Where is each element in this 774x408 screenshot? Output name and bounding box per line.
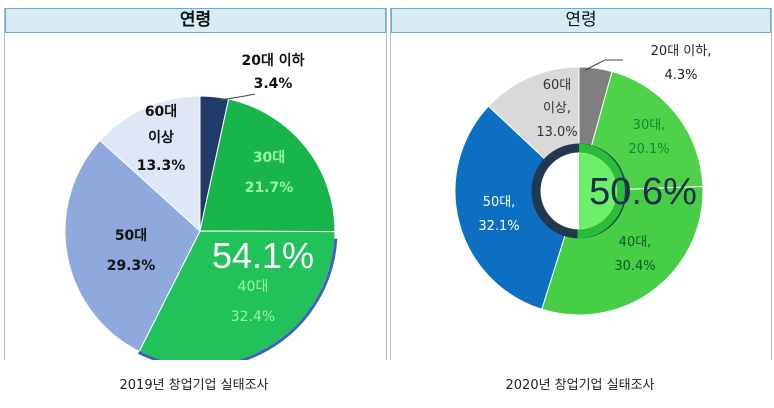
chart-title-2019: 연령 bbox=[5, 8, 386, 33]
donut-label-50대: 50대, bbox=[483, 195, 516, 210]
slice-value-20대-이하: 3.4% bbox=[254, 76, 293, 92]
leader-line-20s bbox=[219, 93, 256, 101]
caption-2019: 2019년 창업기업 실태조사 bbox=[119, 378, 269, 393]
caption-2020: 2020년 창업기업 실태조사 bbox=[505, 378, 655, 393]
donut-label-30대: 30대, bbox=[633, 118, 666, 133]
highlight-total-2019: 54.1% bbox=[212, 235, 314, 276]
donut-label-40대: 40대, bbox=[619, 235, 652, 250]
donut-value-40대: 30.4% bbox=[614, 259, 655, 274]
highlight-total-2020: 50.6% bbox=[589, 171, 697, 213]
slice-label-20대-이하: 20대 이하 bbox=[242, 52, 305, 69]
pie-slice-60대-이상 bbox=[99, 95, 201, 233]
pie-slice-50대 bbox=[64, 139, 201, 353]
slice-label-50대: 50대 bbox=[115, 228, 147, 244]
slice-value-30대: 21.7% bbox=[245, 180, 294, 196]
donut-label-60s-line2: 이상, bbox=[543, 101, 571, 116]
donut-label-20대-이하: 20대 이하, bbox=[651, 44, 712, 59]
chart-panel-2019: 연령 20대 이하 3.4% 30대 21.7% 40대 32.4% 50대 29.3% 60대… bbox=[4, 8, 387, 360]
donut-inner-ring-highlight bbox=[577, 143, 625, 239]
chart-title-2020: 연령 bbox=[391, 8, 771, 33]
donut-hole-highlight bbox=[579, 153, 617, 229]
slice-label-60s-line2: 이상 bbox=[148, 129, 174, 146]
slice-label-40대: 40대 bbox=[238, 279, 269, 295]
donut-value-20대-이하: 4.3% bbox=[664, 68, 697, 83]
leader-line-20s-2020 bbox=[584, 59, 623, 71]
slice-label-30대: 30대 bbox=[253, 150, 285, 166]
slice-value-50대: 29.3% bbox=[107, 258, 156, 274]
donut-value-60s: 13.0% bbox=[536, 125, 577, 140]
donut-label-60s-line1: 60대 bbox=[543, 78, 572, 93]
slice-value-40대: 32.4% bbox=[231, 309, 275, 325]
chart-panel-2020: 연령 20대 이하, 4.3% 30대, 20.1% 40대, 30.4% 50대, 32.1… bbox=[390, 8, 772, 360]
pie-slice-30대 bbox=[199, 98, 336, 233]
donut-value-30대: 20.1% bbox=[628, 142, 669, 157]
donut-value-50대: 32.1% bbox=[478, 219, 519, 234]
pie-slice-rim bbox=[138, 238, 338, 360]
slice-value-60s: 13.3% bbox=[137, 158, 186, 174]
donut-chart-2020: 20대 이하, 4.3% 30대, 20.1% 40대, 30.4% 50대, 32.1% 60… bbox=[454, 44, 712, 316]
slice-label-60s-line1: 60대 bbox=[145, 104, 177, 120]
